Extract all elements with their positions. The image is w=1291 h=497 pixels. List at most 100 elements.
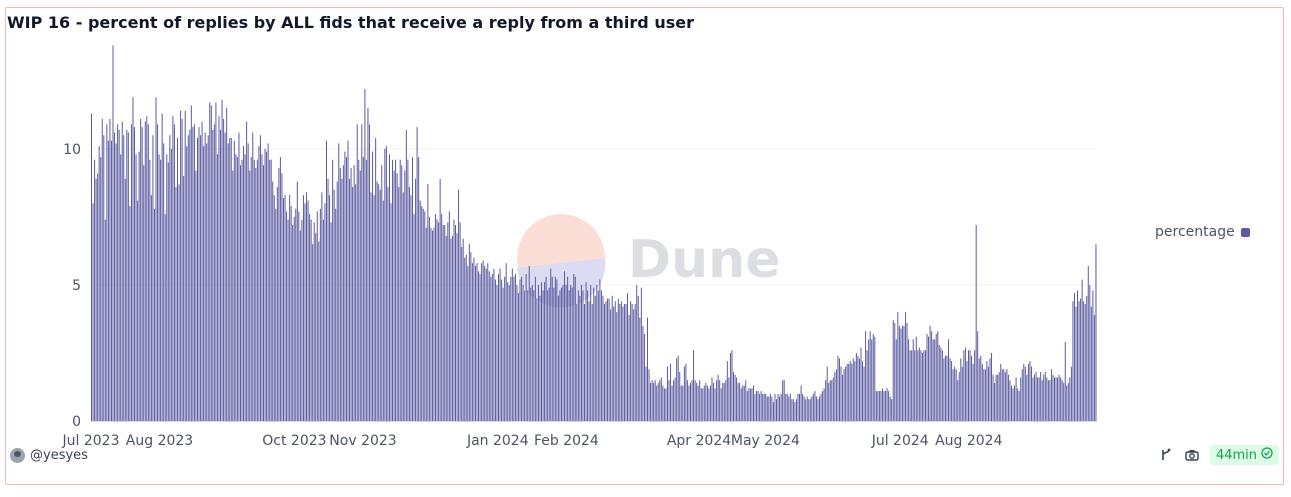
bar: [817, 399, 819, 421]
bar: [736, 377, 738, 421]
bar: [842, 374, 844, 421]
author-name: @yesyes: [30, 448, 88, 463]
bar: [878, 391, 880, 421]
bar: [453, 219, 455, 421]
bar: [203, 146, 205, 421]
bar: [517, 293, 519, 421]
bar: [640, 287, 642, 421]
fork-icon[interactable]: [1158, 447, 1174, 463]
bar: [980, 355, 982, 421]
bar: [275, 208, 277, 421]
bar: [739, 382, 741, 421]
bar: [633, 309, 635, 421]
bar: [700, 388, 702, 421]
bar: [249, 170, 251, 421]
bar: [806, 396, 808, 421]
bar: [1029, 361, 1031, 421]
bar: [1030, 366, 1032, 421]
bar: [107, 140, 109, 421]
bar: [659, 380, 661, 421]
bar: [562, 284, 564, 421]
bar: [1001, 369, 1003, 421]
bar: [975, 225, 977, 421]
bar: [310, 219, 312, 421]
bar: [599, 279, 601, 421]
bar: [743, 385, 745, 421]
bar: [1015, 377, 1017, 421]
bar: [590, 284, 592, 421]
bar: [837, 355, 839, 421]
bar: [929, 325, 931, 421]
bar: [95, 178, 97, 421]
bar: [395, 159, 397, 422]
bar: [132, 97, 134, 422]
bar: [1043, 374, 1045, 421]
bar: [711, 377, 713, 421]
bar: [129, 206, 131, 421]
bar: [167, 162, 169, 421]
bar: [332, 159, 334, 422]
x-tick-label: Feb 2024: [534, 433, 599, 449]
bar: [467, 265, 469, 421]
bar: [161, 113, 163, 421]
bar: [276, 186, 278, 421]
bar: [557, 295, 559, 421]
bar: [1010, 385, 1012, 421]
author-info[interactable]: @yesyes: [10, 448, 88, 463]
bar: [762, 393, 764, 421]
bar: [1038, 377, 1040, 421]
bar: [270, 159, 272, 422]
bar: [931, 331, 933, 421]
bar: [465, 254, 467, 421]
bar: [911, 350, 913, 421]
bar: [404, 170, 406, 421]
bar: [542, 290, 544, 421]
bar: [376, 181, 378, 421]
bar: [984, 369, 986, 421]
bar: [155, 97, 157, 422]
bar: [514, 274, 516, 421]
bar: [355, 184, 357, 421]
bar: [143, 165, 145, 421]
bar: [714, 388, 716, 421]
bar: [163, 143, 165, 421]
bar: [963, 350, 965, 421]
bar: [124, 178, 126, 421]
bar: [313, 222, 315, 421]
bar: [281, 173, 283, 421]
bar: [671, 385, 673, 421]
bar: [114, 132, 116, 421]
camera-icon[interactable]: [1184, 447, 1200, 463]
bar: [299, 230, 301, 421]
bar: [499, 268, 501, 421]
bar: [955, 369, 957, 421]
bar: [1070, 366, 1072, 421]
bar: [763, 393, 765, 421]
bar: [427, 184, 429, 421]
bar: [654, 380, 656, 421]
bar: [960, 358, 962, 421]
bar: [370, 192, 372, 421]
refresh-badge[interactable]: 44min: [1209, 445, 1279, 465]
bar: [1040, 372, 1042, 421]
bar: [511, 268, 513, 421]
bar: [1078, 301, 1080, 421]
bar: [677, 355, 679, 421]
bar: [424, 211, 426, 421]
bar: [1021, 369, 1023, 421]
bar: [130, 124, 132, 422]
bar: [272, 181, 274, 421]
bar: [200, 135, 202, 421]
chart-title: WIP 16 - percent of replies by ALL fids …: [7, 13, 694, 32]
bar: [164, 214, 166, 421]
bar: [829, 380, 831, 421]
legend[interactable]: percentage: [1155, 224, 1250, 240]
bar: [92, 203, 94, 421]
bar: [1077, 290, 1079, 421]
bar: [737, 382, 739, 421]
bar: [765, 393, 767, 421]
bar: [637, 295, 639, 421]
bar: [94, 159, 96, 422]
bar: [935, 333, 937, 421]
bar: [579, 295, 581, 421]
